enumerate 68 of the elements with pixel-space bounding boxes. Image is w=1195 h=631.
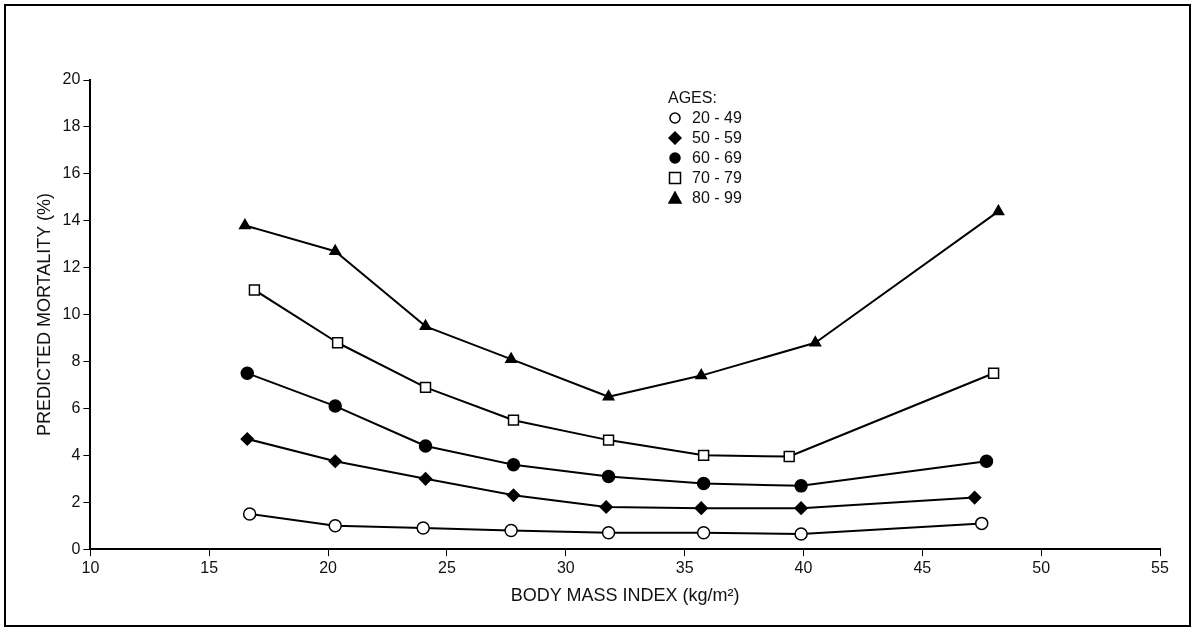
- x-tick-label: 20: [319, 559, 338, 577]
- y-tick-label: 18: [62, 117, 81, 135]
- y-tick-label: 8: [71, 351, 81, 369]
- point: [696, 526, 711, 540]
- point: [809, 336, 822, 347]
- y-tick-label: 16: [62, 164, 81, 182]
- y-tick-label: 20: [62, 70, 81, 88]
- point: [695, 368, 708, 380]
- legend-label: 60 - 69: [692, 148, 742, 168]
- y-tick-label: 14: [62, 211, 81, 229]
- legend-label: 50 - 59: [692, 128, 742, 148]
- point: [506, 488, 521, 502]
- point: [328, 518, 342, 533]
- legend-label: 80 - 99: [692, 188, 742, 208]
- point: [506, 457, 521, 472]
- point: [238, 218, 251, 230]
- x-tick-label: 40: [794, 559, 813, 577]
- x-tick-label: 25: [438, 559, 456, 577]
- y-tick-label: 12: [62, 258, 81, 276]
- x-axis-title: BODY MASS INDEX (kg/m²): [510, 585, 740, 606]
- point: [697, 449, 710, 462]
- point: [505, 352, 518, 363]
- point: [242, 507, 257, 521]
- legend-label: 20 - 49: [692, 108, 742, 128]
- point: [967, 490, 982, 505]
- point: [794, 527, 808, 541]
- x-tick-label: 30: [556, 559, 575, 577]
- x-tick-label: 35: [675, 559, 694, 577]
- point: [987, 367, 1000, 379]
- point: [418, 472, 433, 486]
- point: [696, 476, 711, 491]
- x-tick-label: 15: [200, 559, 219, 577]
- y-tick-label: 2: [71, 492, 81, 510]
- point: [794, 501, 808, 515]
- point: [331, 337, 344, 349]
- y-tick-label: 10: [62, 305, 81, 323]
- x-tick-label: 45: [913, 559, 932, 577]
- y-tick-label: 6: [71, 398, 81, 416]
- y-tick-label: 0: [71, 539, 81, 557]
- y-tick-label: 4: [71, 445, 81, 463]
- point: [694, 501, 709, 515]
- point: [418, 439, 433, 453]
- point: [602, 389, 615, 401]
- point: [992, 204, 1005, 216]
- point: [601, 469, 616, 484]
- point: [419, 319, 432, 331]
- point: [979, 454, 994, 468]
- point: [974, 516, 989, 531]
- point: [504, 523, 518, 538]
- point: [240, 366, 255, 380]
- point: [602, 434, 615, 446]
- x-tick-label: 55: [1151, 559, 1169, 577]
- point: [248, 284, 261, 296]
- point: [240, 432, 255, 446]
- legend-label: 70 - 79: [692, 168, 742, 188]
- point: [507, 414, 520, 426]
- point: [328, 454, 342, 468]
- point: [416, 521, 430, 535]
- point: [329, 244, 342, 256]
- y-axis-title: PREDICTED MORTALITY (%): [33, 193, 54, 437]
- point: [794, 479, 808, 493]
- x-tick-label: 50: [1032, 559, 1051, 577]
- point: [783, 450, 795, 463]
- point: [419, 381, 432, 394]
- point: [328, 399, 342, 413]
- point: [599, 500, 613, 514]
- point: [601, 526, 616, 540]
- legend-title: AGES:: [668, 88, 718, 108]
